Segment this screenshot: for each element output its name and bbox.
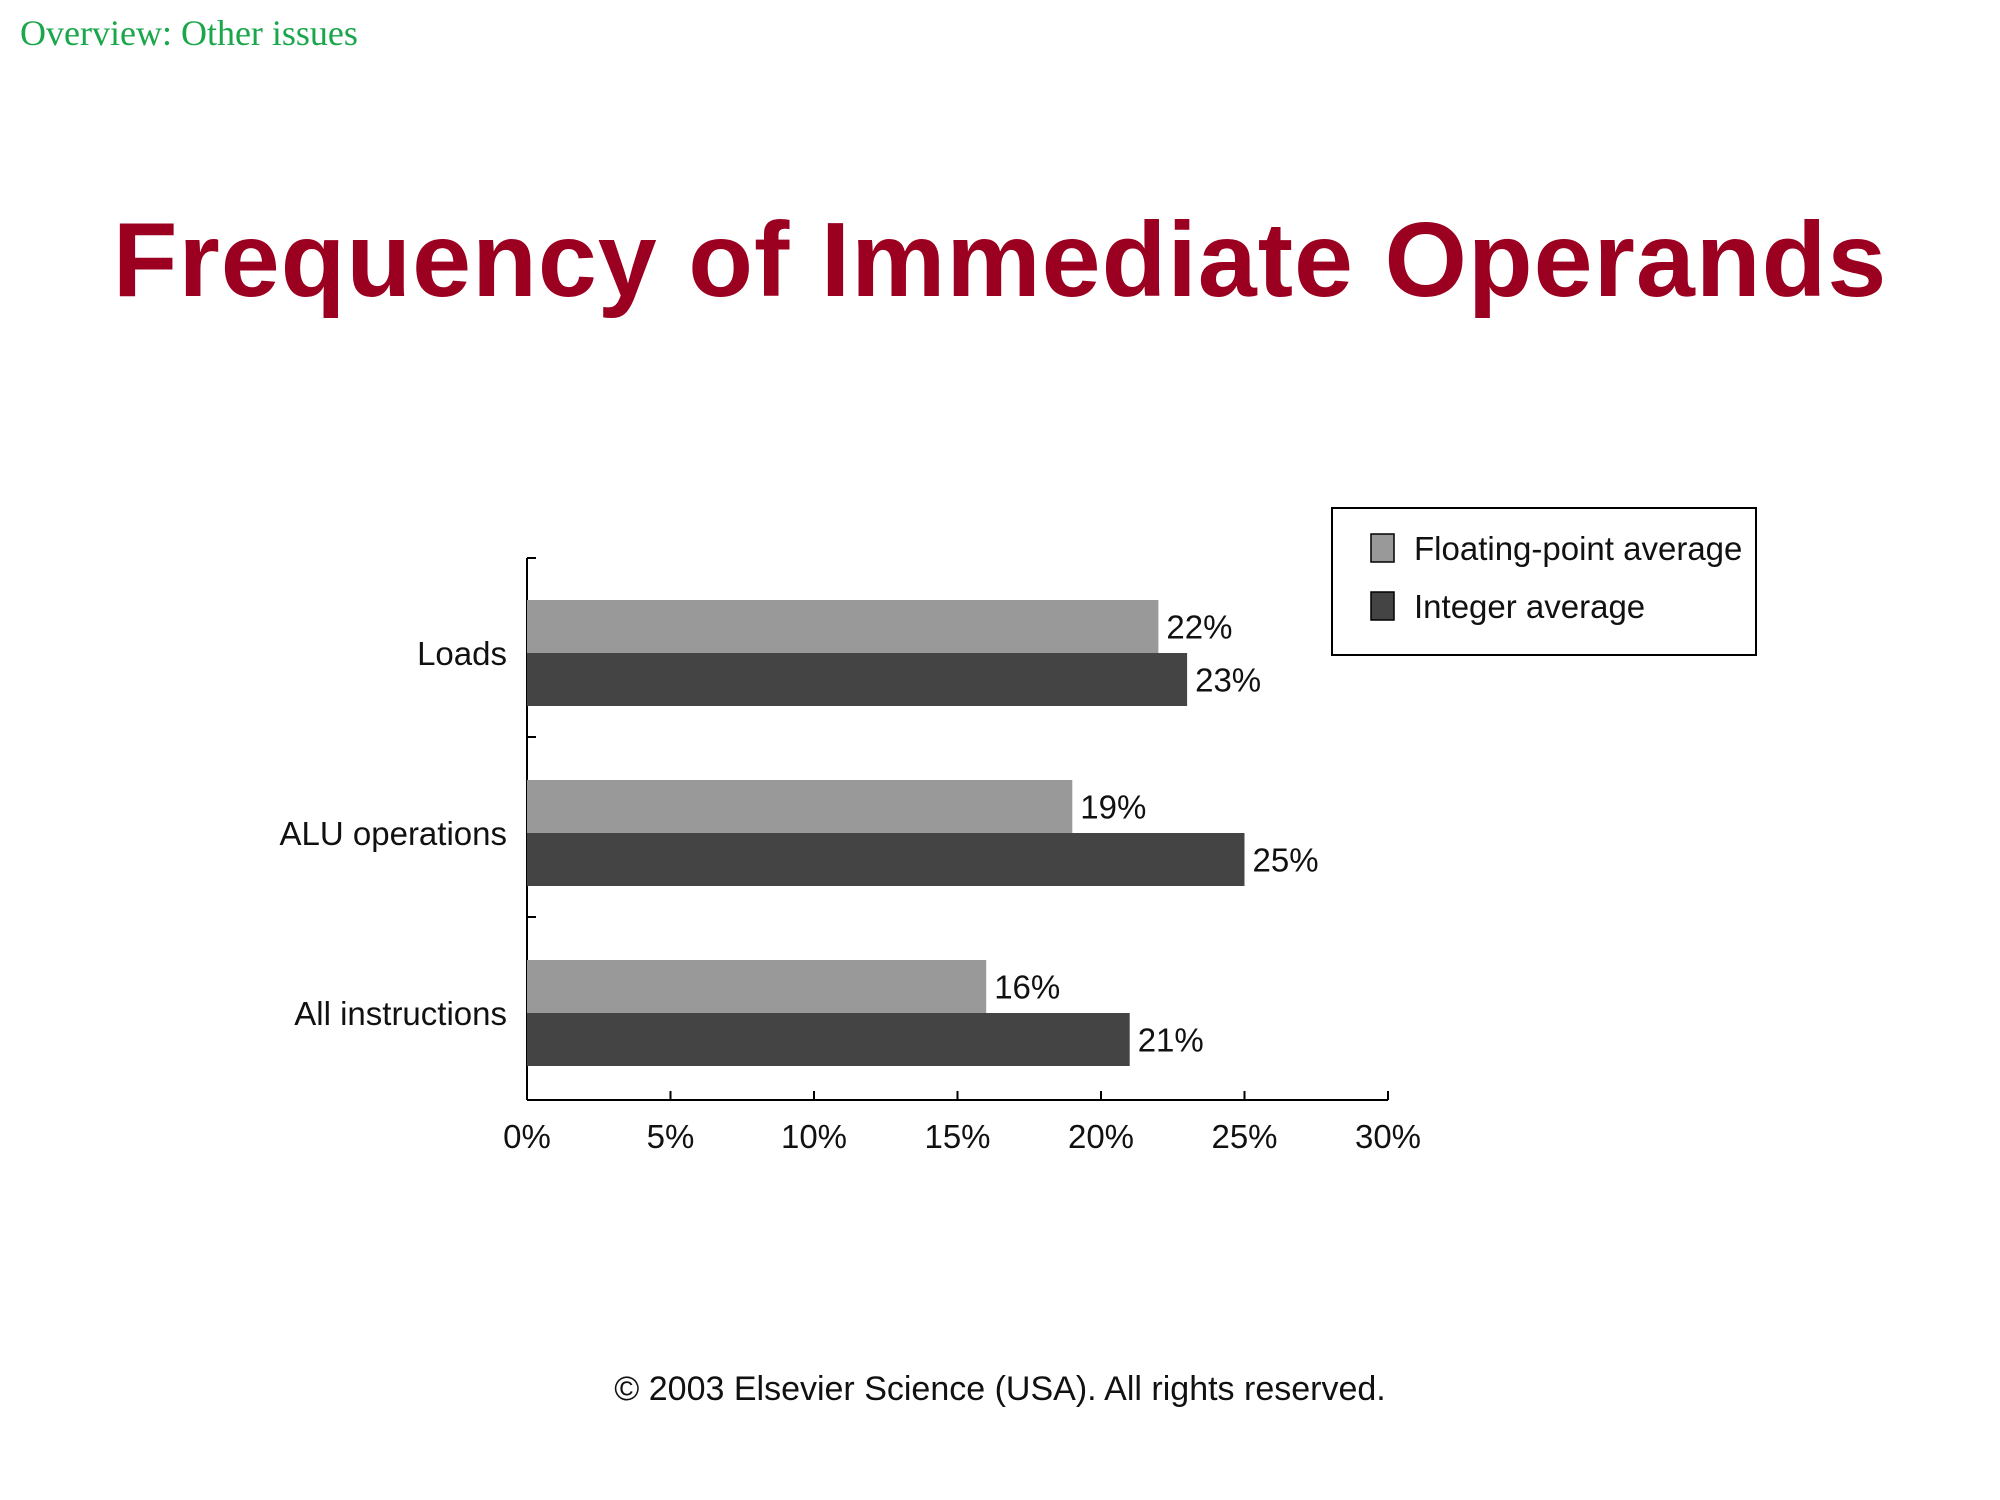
bar-value-label: 19%	[1080, 789, 1146, 826]
x-tick-label: 5%	[647, 1118, 695, 1155]
bar-value-label: 22%	[1166, 609, 1232, 646]
bar-value-label: 16%	[994, 969, 1060, 1006]
bar-value-label: 21%	[1138, 1022, 1204, 1059]
section-label: Overview: Other issues	[20, 13, 358, 53]
x-tick-label: 15%	[924, 1118, 990, 1155]
slide-title: Frequency of Immediate Operands	[112, 201, 1888, 319]
bar	[527, 960, 987, 1013]
category-label: All instructions	[294, 995, 507, 1032]
bar	[527, 1013, 1130, 1066]
x-tick-label: 0%	[503, 1118, 551, 1155]
bar	[527, 653, 1188, 706]
legend-swatch	[1370, 533, 1395, 563]
x-tick-label: 30%	[1355, 1118, 1421, 1155]
x-tick-label: 25%	[1211, 1118, 1277, 1155]
bar	[527, 780, 1073, 833]
legend-box	[1331, 507, 1757, 656]
bar-value-label: 25%	[1253, 842, 1319, 879]
bar-chart: 0% 5% 10% 15% 20% 25% 30% 22% 23% Loads 19% 25% ALU …	[280, 507, 1757, 1155]
bar-value-label: 23%	[1195, 662, 1261, 699]
x-tick-label: 20%	[1068, 1118, 1134, 1155]
bar	[527, 833, 1245, 886]
x-tick-label: 10%	[781, 1118, 847, 1155]
legend-swatch	[1370, 591, 1395, 621]
category-label: ALU operations	[280, 815, 507, 852]
bar	[527, 600, 1159, 653]
legend-label: Integer average	[1414, 588, 1645, 625]
category-label: Loads	[417, 635, 507, 672]
copyright-notice: © 2003 Elsevier Science (USA). All right…	[614, 1370, 1386, 1408]
legend-label: Floating-point average	[1414, 530, 1742, 567]
